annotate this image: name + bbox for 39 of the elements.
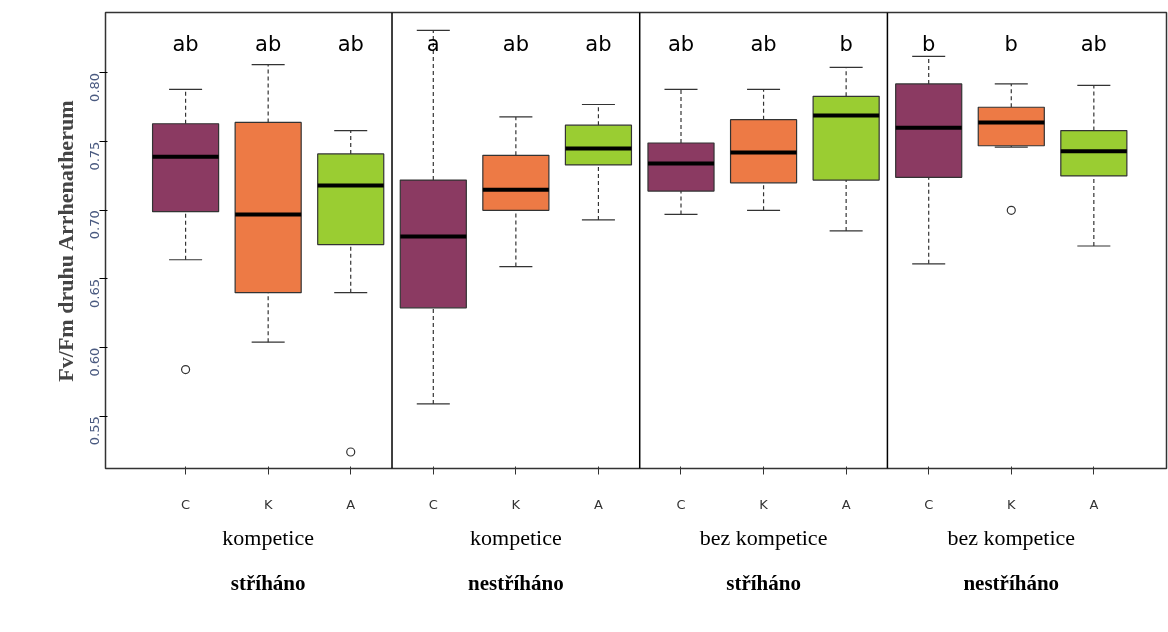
y-tick-label: 0.65 — [87, 278, 102, 308]
x-tick-label: K — [759, 496, 769, 512]
text: stříháno — [726, 570, 801, 595]
y-tick-label: 0.80 — [87, 72, 102, 102]
y-tick-label: 0.55 — [87, 416, 102, 446]
text: nestříháno — [468, 570, 564, 595]
x-tick-label: K — [1007, 496, 1017, 512]
annotation: ab — [337, 32, 364, 57]
annotation: b — [839, 32, 853, 57]
x-tick-label: C — [676, 496, 686, 512]
x-tick-label: A — [841, 496, 851, 512]
x-tick-label: K — [511, 496, 521, 512]
y-tick-label: 0.60 — [87, 347, 102, 377]
text: stříháno — [230, 570, 306, 595]
x-tick-label: C — [181, 496, 191, 512]
x-tick-label: C — [428, 496, 438, 512]
annotation: ab — [255, 32, 282, 57]
x-tick-label: K — [263, 496, 273, 512]
x-tick-label: A — [1089, 496, 1099, 512]
annotation: ab — [667, 32, 695, 57]
x-tick-label: C — [924, 496, 934, 512]
text: bez kompetice — [947, 524, 1076, 550]
x-tick-label: A — [346, 496, 356, 512]
text: nestříháno — [963, 570, 1060, 595]
annotation: ab — [750, 32, 777, 57]
annotation: b — [1004, 32, 1018, 57]
x-tick-label: A — [593, 496, 603, 512]
annotation: ab — [585, 32, 612, 57]
annotation: b — [922, 32, 936, 57]
annotation: a — [426, 32, 440, 57]
y-tick-label: 0.75 — [87, 141, 102, 171]
y-tick-label: 0.70 — [87, 210, 102, 240]
text: kompetice — [470, 524, 562, 550]
y-axis-title: Fv/Fm druhu Arrhenatherum — [52, 100, 78, 382]
text: bez kompetice — [699, 524, 828, 550]
annotation: ab — [502, 32, 529, 57]
annotation: ab — [172, 32, 199, 57]
text: kompetice — [222, 524, 314, 550]
annotation: ab — [1080, 32, 1107, 57]
